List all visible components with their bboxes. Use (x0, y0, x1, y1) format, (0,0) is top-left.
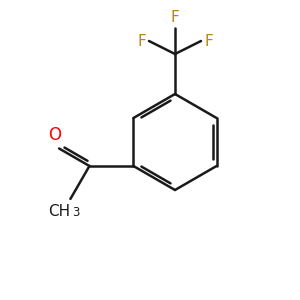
Text: CH: CH (48, 204, 70, 219)
Text: 3: 3 (72, 206, 80, 219)
Text: F: F (204, 34, 213, 49)
Text: F: F (137, 34, 146, 49)
Text: F: F (171, 10, 179, 25)
Text: O: O (49, 127, 62, 145)
